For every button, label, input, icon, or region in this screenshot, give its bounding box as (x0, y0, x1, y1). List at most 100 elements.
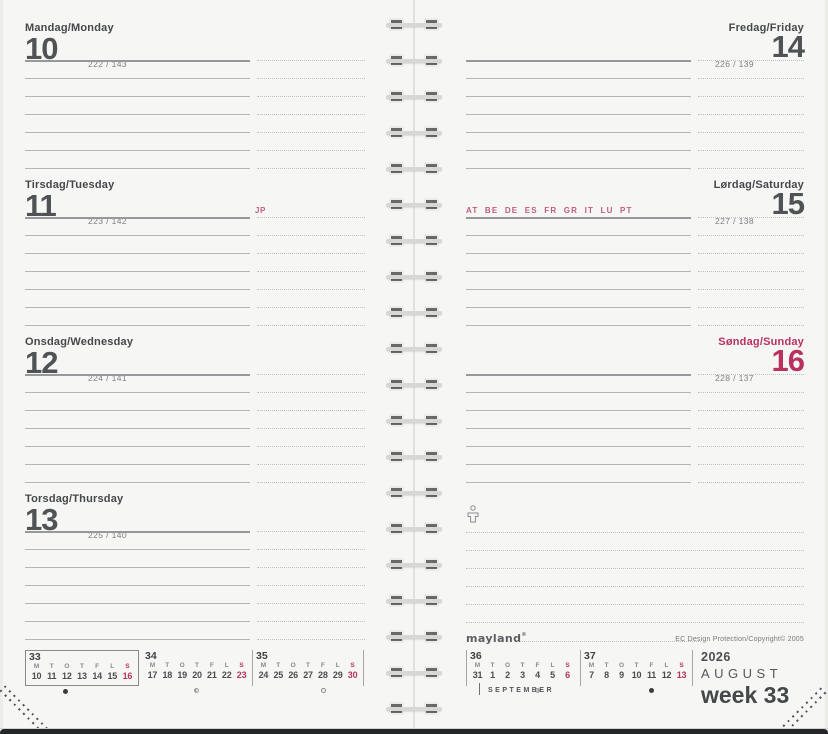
day-letter: T (80, 663, 84, 670)
day-title: Søndag/Sunday (718, 336, 804, 348)
day-letter: O (179, 662, 185, 669)
day-letter: T (276, 662, 281, 669)
minical-date: 14 (92, 671, 102, 681)
month-divider-tick (479, 683, 480, 695)
minical-date: 17 (147, 670, 158, 680)
minical-week-36: 36 M T O T F L S 31 1 2 3 4 5 6 (466, 650, 578, 693)
new-moon-icon (649, 688, 655, 693)
corner-info: 2026 AUGUST week 33 (701, 650, 811, 709)
day-block-thursday: Torsdag/Thursday 13 225 / 140 (25, 491, 365, 648)
day-letter: M (260, 662, 267, 669)
minical-date: 23 (236, 670, 247, 680)
minical-date: 26 (288, 670, 298, 680)
day-letter: S (565, 662, 570, 669)
rule-line (25, 549, 365, 551)
minical-row-left: 33 M T O T F L S 10 11 12 13 14 15 16 34 M T O T F L S 17 18 19 2… (25, 650, 365, 700)
minical-date: 21 (207, 670, 217, 680)
rule-line (25, 168, 365, 170)
rule-line (466, 374, 804, 376)
ruled-lines (25, 20, 365, 177)
day-letter: T (520, 662, 525, 669)
rule-line (25, 585, 365, 587)
minical-row-right: 36 M T O T F L S 31 1 2 3 4 5 6 37 M T O T F L S 7 8 9 10 11 12 13 S… (466, 650, 804, 708)
minical-date: 5 (550, 670, 555, 680)
day-of-year: 227 / 138 (714, 216, 754, 226)
day-letter: S (679, 662, 684, 669)
rule-line (25, 392, 365, 394)
minical-date: 12 (62, 671, 72, 681)
ruled-lines (25, 491, 365, 648)
note-line (466, 604, 804, 605)
minical-date: 11 (47, 671, 57, 681)
minical-date: 10 (31, 671, 42, 681)
week-number: 33 (29, 651, 41, 663)
day-block-monday: Mandag/Monday 10 222 / 143 (25, 20, 365, 177)
rule-line (466, 78, 804, 80)
rule-line (466, 410, 804, 412)
note-line (466, 586, 804, 587)
rule-line (466, 446, 804, 448)
day-of-year: 223 / 142 (88, 216, 128, 226)
day-letter: S (239, 662, 244, 669)
day-letter: T (195, 662, 199, 669)
minical-date: 12 (661, 670, 672, 680)
ring-wire (386, 383, 442, 387)
note-line (466, 532, 804, 533)
minical-date: 10 (631, 670, 642, 680)
minical-date: 27 (303, 670, 313, 680)
ruled-lines (466, 20, 804, 177)
binder-ring (385, 17, 443, 33)
last-quarter-moon-icon (535, 688, 541, 693)
day-letter: S (125, 663, 130, 670)
rule-line (25, 78, 365, 80)
ruled-lines (25, 334, 365, 491)
day-letter: F (209, 662, 214, 669)
ring-wire (386, 455, 442, 459)
binder-ring (385, 449, 443, 465)
day-of-year: 222 / 143 (88, 59, 128, 69)
minical-date: 31 (472, 670, 483, 680)
day-number: 13 (25, 502, 58, 537)
minical-week-37: 37 M T O T F L S 7 8 9 10 11 12 13 (580, 650, 693, 693)
ruled-lines (25, 177, 365, 334)
day-title: Fredag/Friday (728, 22, 804, 34)
spiral-binding (385, 0, 443, 734)
september-label-group: SEPTEMBER (479, 683, 554, 695)
day-letter: M (588, 662, 595, 669)
rule-line (466, 96, 804, 98)
day-letter: M (149, 662, 156, 669)
page-gutter (413, 0, 415, 734)
binder-ring (385, 341, 443, 357)
ring-wire (386, 275, 442, 279)
ring-wire (386, 707, 442, 711)
ring-wire (386, 635, 442, 639)
rule-line (25, 567, 365, 569)
ruled-lines (466, 334, 804, 491)
ring-wire (386, 203, 442, 207)
minical-date: 6 (565, 670, 570, 680)
binder-ring (385, 593, 443, 609)
rule-line (25, 603, 365, 605)
page-bottom-highlight (0, 728, 828, 729)
binder-ring (385, 233, 443, 249)
footer-row: mayland® EC Design Protection/Copyright©… (466, 630, 804, 646)
rule-line (466, 168, 804, 170)
day-letter: O (504, 662, 511, 669)
minical-date: 28 (318, 670, 328, 680)
binder-ring (385, 485, 443, 501)
holiday-country-codes: AT BE DE ES FR GR IT LU PT (466, 206, 633, 215)
ring-wire (386, 311, 442, 315)
full-moon-icon (320, 688, 326, 693)
next-month-label: SEPTEMBER (488, 687, 555, 694)
day-letter: O (64, 663, 70, 670)
rule-line (25, 621, 365, 623)
dates-row: 24 25 26 27 28 29 30 (256, 670, 360, 680)
minical-week-35: 35 M T O T F L S 24 25 26 27 28 29 30 (252, 650, 364, 693)
day-number: 11 (25, 188, 57, 223)
minical-date: 24 (258, 670, 269, 680)
minical-date: 18 (162, 670, 173, 680)
day-of-year: 228 / 137 (714, 373, 754, 383)
rule-line (466, 132, 804, 134)
